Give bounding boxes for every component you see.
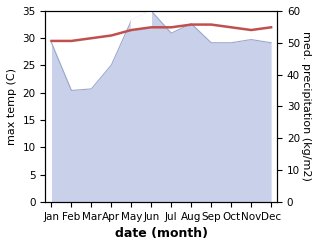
Y-axis label: med. precipitation (kg/m2): med. precipitation (kg/m2)	[301, 31, 311, 181]
X-axis label: date (month): date (month)	[115, 227, 208, 240]
Y-axis label: max temp (C): max temp (C)	[7, 68, 17, 145]
